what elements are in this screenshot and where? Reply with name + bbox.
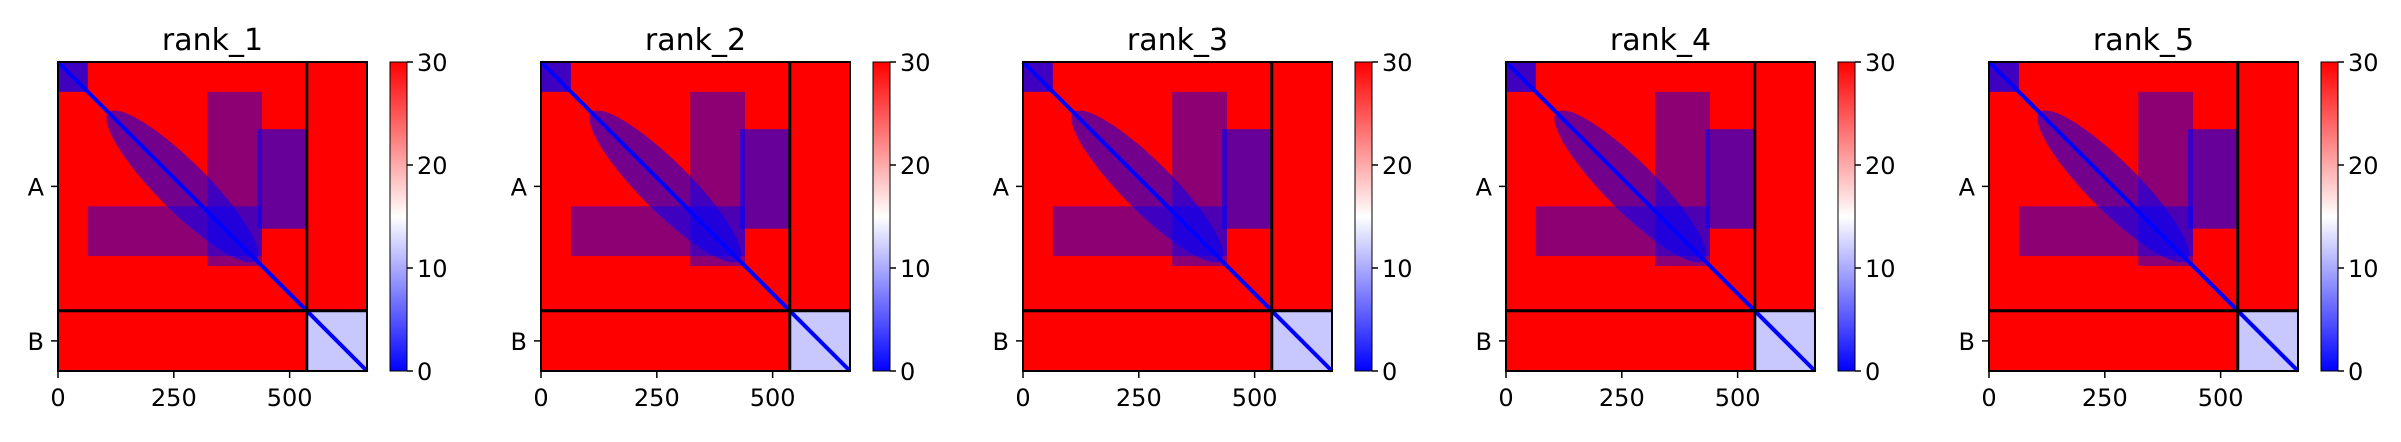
chain-label: B	[993, 328, 1009, 356]
low-error-block	[257, 129, 307, 229]
chain-label: A	[28, 173, 45, 201]
x-tick-label: 0	[1015, 384, 1030, 412]
panel-title: rank_4	[1610, 23, 1711, 58]
heatmap-matrix	[1504, 60, 1817, 373]
colorbar-tick-label: 10	[1382, 255, 1413, 283]
plot-frame	[1022, 61, 1333, 372]
chain-label: A	[1476, 173, 1493, 201]
low-error-block	[1222, 129, 1272, 229]
colorbar-tick-label: 10	[2348, 255, 2379, 283]
x-tick-label: 0	[50, 384, 65, 412]
low-error-block	[740, 129, 790, 229]
low-error-block	[1705, 129, 1755, 229]
chain-label: A	[511, 173, 528, 201]
heatmap-matrix	[539, 60, 852, 373]
chain-label: A	[993, 173, 1010, 201]
chain-label: B	[1476, 328, 1492, 356]
colorbar	[872, 61, 891, 372]
chain-label: A	[1959, 173, 1976, 201]
colorbar	[2320, 61, 2339, 372]
panel-title: rank_1	[162, 23, 263, 58]
x-tick-label: 250	[1116, 384, 1162, 412]
colorbar	[1837, 61, 1856, 372]
colorbar-tick-label: 10	[417, 255, 448, 283]
panel-title: rank_2	[645, 23, 746, 58]
colorbar-tick-label: 0	[417, 358, 432, 386]
x-tick-label: 250	[1599, 384, 1645, 412]
colorbar-tick-label: 0	[2348, 358, 2363, 386]
x-tick-label: 0	[1981, 384, 1996, 412]
diagonal	[56, 60, 369, 373]
heatmap-matrix	[56, 60, 369, 373]
colorbar-tick-label: 30	[2348, 49, 2379, 77]
x-tick-label: 500	[2198, 384, 2244, 412]
colorbar-tick-label: 0	[1865, 358, 1880, 386]
colorbar-tick-label: 0	[900, 358, 915, 386]
colorbar-tick-label: 20	[1865, 152, 1896, 180]
diagonal	[1504, 60, 1817, 373]
colorbar-tick-label: 20	[900, 152, 931, 180]
plot-frame	[1505, 61, 1816, 372]
heatmap-matrix	[1021, 60, 1334, 373]
chain-label: B	[511, 328, 527, 356]
x-tick-label: 500	[750, 384, 796, 412]
colorbar-tick-label: 20	[2348, 152, 2379, 180]
colorbar-tick-label: 20	[1382, 152, 1413, 180]
x-tick-label: 500	[267, 384, 313, 412]
x-tick-label: 500	[1232, 384, 1278, 412]
low-error-block	[2188, 129, 2238, 229]
diagonal	[539, 60, 852, 373]
colorbar-tick-label: 30	[1382, 49, 1413, 77]
diagonal	[1021, 60, 1334, 373]
colorbar-tick-label: 20	[417, 152, 448, 180]
x-tick-label: 250	[151, 384, 197, 412]
colorbar-tick-label: 10	[900, 255, 931, 283]
chain-label: B	[28, 328, 44, 356]
panel-title: rank_3	[1127, 23, 1228, 58]
x-tick-label: 250	[2082, 384, 2128, 412]
colorbar-tick-label: 0	[1382, 358, 1397, 386]
plot-frame	[1988, 61, 2299, 372]
x-tick-label: 250	[634, 384, 680, 412]
chain-label: B	[1959, 328, 1975, 356]
x-tick-label: 0	[533, 384, 548, 412]
diagonal	[1987, 60, 2300, 373]
colorbar-tick-label: 30	[1865, 49, 1896, 77]
colorbar	[1354, 61, 1373, 372]
colorbar-tick-label: 30	[417, 49, 448, 77]
x-tick-label: 0	[1498, 384, 1513, 412]
panel-title: rank_5	[2093, 23, 2194, 58]
heatmap-matrix	[1987, 60, 2300, 373]
colorbar-tick-label: 10	[1865, 255, 1896, 283]
colorbar-tick-label: 30	[900, 49, 931, 77]
colorbar	[389, 61, 408, 372]
x-tick-label: 500	[1715, 384, 1761, 412]
plot-frame	[57, 61, 368, 372]
plot-frame	[540, 61, 851, 372]
